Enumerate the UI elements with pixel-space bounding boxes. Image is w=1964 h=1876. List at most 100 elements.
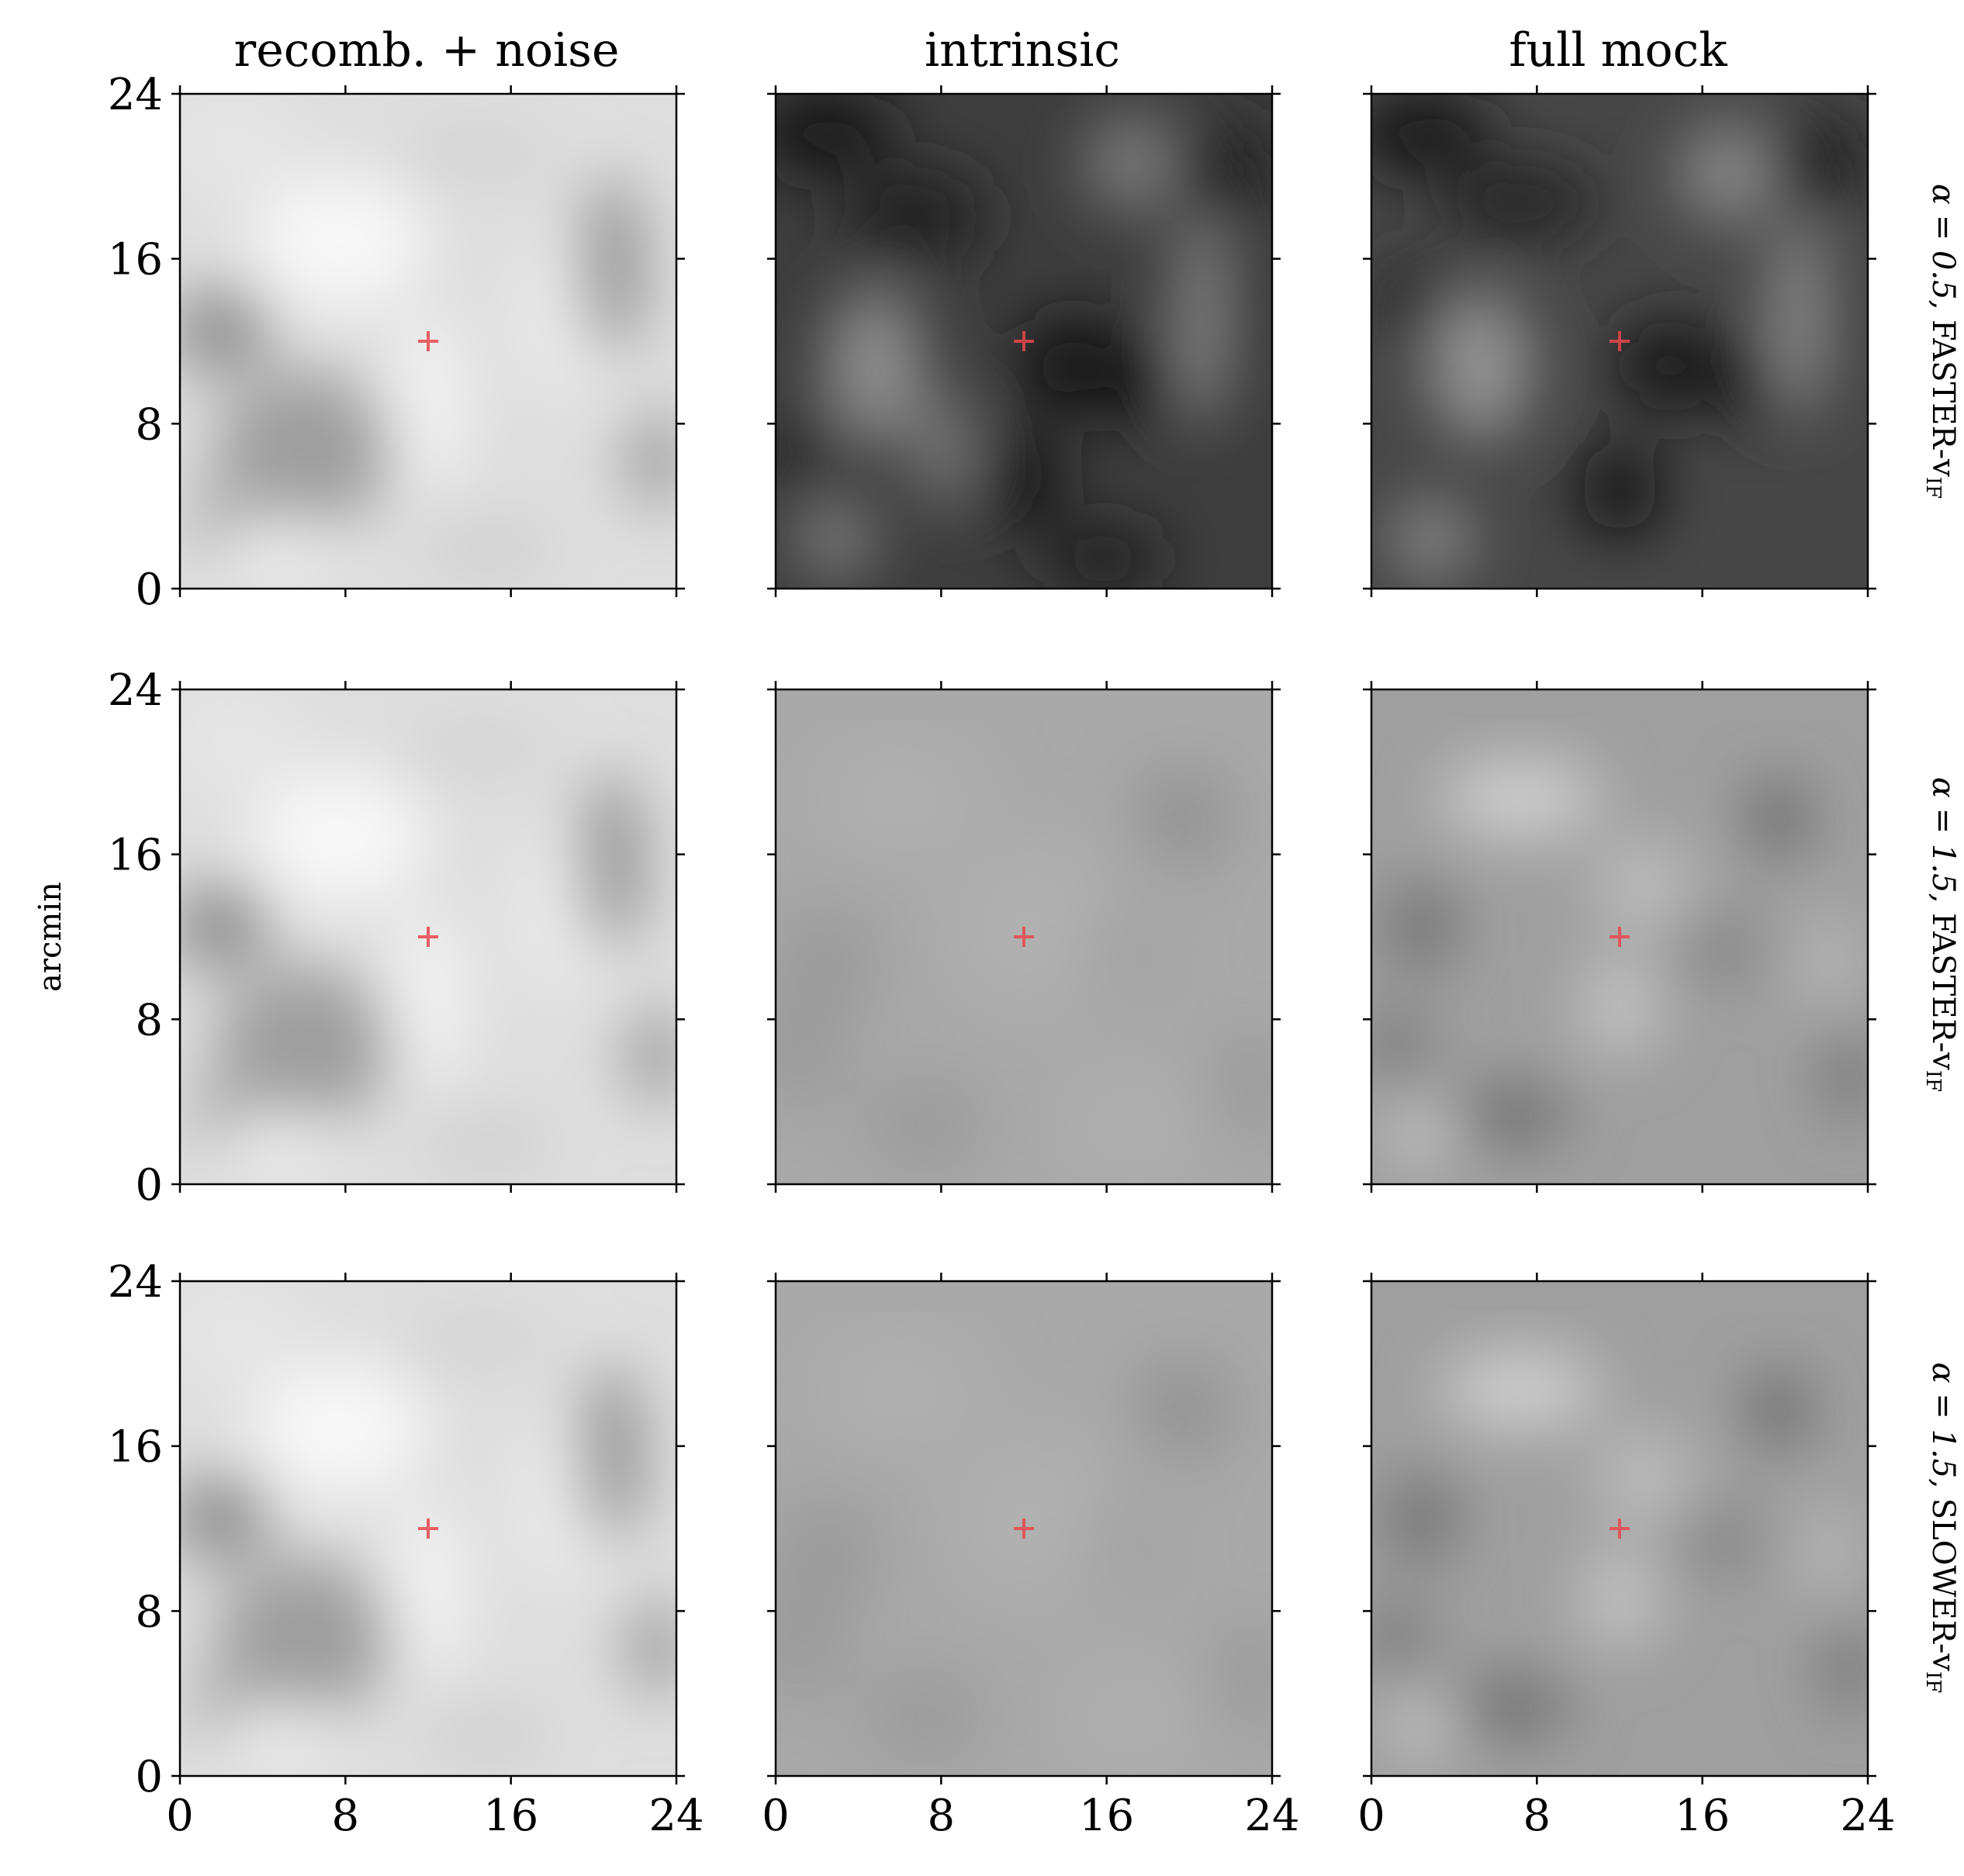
panel-r1-c3 — [1363, 85, 1876, 597]
panel-r2-c1: 0 8 16 24 — [108, 665, 685, 1211]
heatmap-blob — [388, 1498, 469, 1677]
heatmap-blob — [627, 1598, 676, 1697]
panel-r3-c2: 0 8 16 24 — [762, 1273, 1300, 1841]
heatmap-blob — [180, 94, 299, 193]
heatmap-blob — [1153, 1375, 1213, 1445]
heatmap-blob — [582, 1365, 642, 1544]
heatmap-blob — [1827, 1617, 1868, 1717]
center-marker — [418, 1518, 438, 1539]
y-tick-label: 24 — [108, 665, 163, 716]
heatmap-blob — [249, 1360, 428, 1499]
heatmap-blob — [1579, 1548, 1660, 1648]
heatmap-blob — [418, 1114, 558, 1175]
panel-frame — [1370, 688, 1869, 1186]
heatmap-blob — [1595, 1429, 1694, 1529]
heatmap-blob — [1769, 113, 1868, 213]
heatmap-blob — [830, 1350, 970, 1430]
heatmap-blob — [1679, 123, 1779, 223]
y-tick-label: 24 — [108, 70, 163, 120]
heatmap-blob — [1748, 1370, 1809, 1449]
panel-grid: 0 8 16 24 0 8 16 24 0 8 16 24 0 8 16 24 0 8 16 24 0 8 16 24 — [108, 70, 1896, 1841]
heatmap-blob — [1430, 292, 1530, 440]
heatmap-blob — [1232, 1632, 1272, 1722]
heatmap-blob — [418, 519, 558, 579]
x-tick-label: 0 — [762, 1791, 790, 1841]
heatmap-blob — [1440, 758, 1600, 838]
center-marker — [1610, 1518, 1630, 1539]
heatmap-blob — [1074, 1095, 1193, 1155]
center-marker — [1014, 331, 1034, 351]
heatmap-blob — [1371, 94, 1491, 174]
heatmap-blob — [180, 689, 299, 789]
heatmap-blob — [1232, 1040, 1272, 1130]
center-marker — [1014, 927, 1034, 947]
row-label-1: α = 0.5, FASTER-vIF — [1921, 184, 1961, 499]
heatmap-blob — [1386, 1474, 1456, 1563]
x-tick-label: 16 — [1079, 1791, 1134, 1841]
x-tick-label: 0 — [166, 1791, 194, 1841]
heatmap-image — [180, 1281, 676, 1776]
heatmap-blob — [1371, 1598, 1426, 1677]
heatmap-blob — [180, 1281, 299, 1380]
heatmap-blob — [984, 430, 1064, 530]
panel-frame — [774, 688, 1274, 1186]
heatmap-blob — [1595, 838, 1694, 937]
panel-r1-c2 — [767, 85, 1281, 597]
heatmap-blob — [398, 1305, 558, 1376]
heatmap-blob — [582, 773, 642, 952]
heatmap-blob — [1074, 1687, 1193, 1746]
heatmap-blob — [398, 118, 558, 188]
heatmap-blob — [1177, 207, 1228, 426]
heatmap-blob — [1451, 1677, 1570, 1736]
panel-frame — [178, 1280, 678, 1778]
y-tick-label: 16 — [108, 235, 163, 285]
y-tick-label: 16 — [108, 1422, 163, 1473]
heatmap-blob — [180, 1474, 270, 1563]
heatmap-blob — [582, 178, 642, 357]
x-tick-label: 24 — [648, 1791, 704, 1841]
center-marker — [1610, 927, 1630, 947]
heatmap-blob — [1579, 444, 1660, 534]
heatmap-blob — [1083, 113, 1183, 213]
heatmap-blob — [1043, 529, 1164, 589]
heatmap-blob — [1083, 1504, 1164, 1574]
y-tick-label: 16 — [108, 831, 163, 881]
heatmap-blob — [388, 311, 469, 490]
row-label-3: α = 1.5, SLOWER-vIF — [1921, 1363, 1961, 1694]
y-tick-label: 0 — [135, 1752, 163, 1802]
center-marker — [1014, 1518, 1034, 1539]
x-tick-label: 0 — [1357, 1791, 1385, 1841]
heatmap-blob — [830, 758, 970, 838]
center-marker — [418, 331, 438, 351]
column-title-3: full mock — [1509, 23, 1727, 78]
panel-frame — [178, 92, 678, 590]
heatmap-blob — [418, 1706, 558, 1767]
heatmap-blob — [1827, 1025, 1868, 1125]
x-tick-label: 16 — [1675, 1791, 1730, 1841]
center-marker — [1610, 331, 1630, 351]
heatmap-blob — [1669, 912, 1769, 982]
heatmap-blob — [785, 1504, 866, 1603]
x-tick-label: 8 — [1523, 1791, 1551, 1841]
heatmap-blob — [249, 769, 428, 907]
heatmap-blob — [1610, 316, 1729, 416]
y-tick-label: 8 — [135, 1587, 163, 1637]
heatmap-blob — [398, 713, 558, 784]
heatmap-blob — [785, 912, 866, 1011]
heatmap-blob — [1440, 163, 1600, 243]
panel-r1-c1: 0 8 16 24 — [108, 70, 685, 615]
x-tick-label: 24 — [1840, 1791, 1895, 1841]
panel-r2-c2 — [767, 681, 1281, 1193]
heatmap-blob — [845, 173, 984, 262]
heatmap-blob — [1386, 1104, 1456, 1165]
panel-r3-c1: 0 8 16 24 0 8 16 24 — [108, 1257, 704, 1841]
heatmap-blob — [180, 882, 270, 972]
heatmap-image — [1371, 94, 1868, 589]
panel-frame — [178, 688, 678, 1186]
heatmap-image — [776, 94, 1272, 589]
heatmap-blob — [1386, 882, 1456, 972]
heatmap-blob — [1669, 1504, 1769, 1574]
heatmap-blob — [249, 173, 428, 312]
heatmap-blob — [1108, 341, 1188, 421]
x-tick-label: 16 — [483, 1791, 538, 1841]
